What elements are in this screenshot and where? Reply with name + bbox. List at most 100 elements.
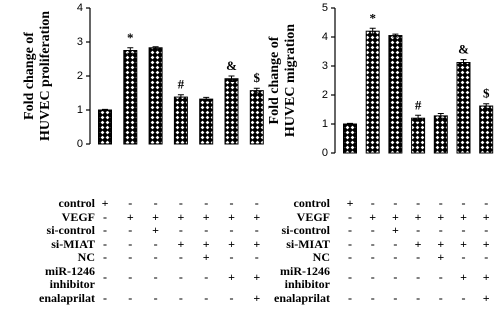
condition-sign: + xyxy=(177,210,184,224)
bar xyxy=(456,62,471,154)
condition-sign: - xyxy=(230,196,234,210)
condition-sign: - xyxy=(393,196,397,210)
condition-sign: + xyxy=(177,237,184,251)
condition-sign: - xyxy=(393,270,397,284)
condition-sign: - xyxy=(416,291,420,305)
condition-sign: - xyxy=(348,237,352,251)
error-bar xyxy=(253,87,260,94)
bar xyxy=(173,96,188,145)
bar xyxy=(365,30,380,154)
condition-sign: + xyxy=(483,291,490,305)
condition-sign: - xyxy=(204,196,208,210)
condition-label: control xyxy=(59,196,96,210)
y-tick-label: 4 xyxy=(77,2,83,14)
condition-sign: + xyxy=(483,270,490,284)
bar xyxy=(249,90,264,145)
condition-sign: + xyxy=(203,210,210,224)
condition-sign: + xyxy=(483,237,490,251)
condition-sign: - xyxy=(128,270,132,284)
condition-sign: + xyxy=(152,210,159,224)
condition-sign: - xyxy=(154,250,158,264)
y-tick-label: 2 xyxy=(77,70,83,82)
condition-sign: + xyxy=(437,250,444,264)
condition-sign: - xyxy=(371,291,375,305)
condition-sign: - xyxy=(439,223,443,237)
condition-sign: - xyxy=(103,223,107,237)
condition-label: enalaprilat xyxy=(39,291,95,305)
significance-mark: & xyxy=(226,58,237,73)
condition-sign: - xyxy=(255,250,259,264)
condition-label: enalaprilat xyxy=(274,291,330,305)
condition-sign: - xyxy=(103,210,107,224)
significance-mark: $ xyxy=(254,70,261,85)
bar xyxy=(411,117,426,154)
y-tick-label: 2 xyxy=(322,89,328,101)
y-tick-label: 5 xyxy=(322,2,328,14)
significance-mark: & xyxy=(458,42,469,57)
condition-label: VEGF xyxy=(297,210,330,224)
condition-sign: - xyxy=(179,250,183,264)
y-axis-label: Fold change of xyxy=(267,36,282,124)
error-bar xyxy=(347,122,353,126)
condition-sign: - xyxy=(416,270,420,284)
condition-sign: - xyxy=(128,223,132,237)
condition-sign: - xyxy=(204,270,208,284)
error-bar xyxy=(483,103,490,109)
condition-sign: - xyxy=(371,223,375,237)
significance-mark: * xyxy=(369,10,376,25)
condition-sign: + xyxy=(460,270,467,284)
condition-sign: - xyxy=(393,250,397,264)
condition-sign: + xyxy=(347,196,354,210)
condition-sign: - xyxy=(371,196,375,210)
condition-sign: - xyxy=(230,223,234,237)
error-bar xyxy=(460,59,467,66)
condition-sign: + xyxy=(228,270,235,284)
condition-sign: - xyxy=(154,270,158,284)
y-tick-label: 1 xyxy=(322,118,328,130)
bar xyxy=(433,115,448,154)
bar xyxy=(224,78,239,145)
condition-sign: - xyxy=(462,223,466,237)
condition-label: si-control xyxy=(282,223,331,237)
condition-label: NC xyxy=(313,250,330,264)
condition-sign: - xyxy=(103,250,107,264)
condition-sign: + xyxy=(203,250,210,264)
condition-sign: - xyxy=(255,196,259,210)
condition-sign: - xyxy=(348,250,352,264)
condition-sign: - xyxy=(230,250,234,264)
condition-sign: - xyxy=(128,237,132,251)
condition-label: control xyxy=(294,196,331,210)
condition-sign: - xyxy=(103,291,107,305)
condition-sign: + xyxy=(437,237,444,251)
condition-sign: - xyxy=(416,250,420,264)
condition-sign: + xyxy=(483,210,490,224)
y-tick-label: 3 xyxy=(322,60,328,72)
condition-sign: - xyxy=(128,196,132,210)
condition-sign: - xyxy=(348,270,352,284)
condition-label: inhibitor xyxy=(50,277,96,291)
condition-sign: + xyxy=(253,270,260,284)
condition-sign: + xyxy=(392,210,399,224)
condition-sign: - xyxy=(393,291,397,305)
condition-sign: - xyxy=(439,291,443,305)
bar xyxy=(199,98,214,145)
condition-sign: + xyxy=(102,196,109,210)
bar xyxy=(148,47,163,145)
condition-sign: - xyxy=(128,250,132,264)
error-bar xyxy=(127,47,134,54)
bar xyxy=(123,50,138,145)
error-bar xyxy=(152,46,159,50)
significance-mark: # xyxy=(178,77,185,92)
condition-sign: + xyxy=(460,237,467,251)
condition-sign: - xyxy=(462,250,466,264)
condition-sign: - xyxy=(179,223,183,237)
condition-sign: - xyxy=(179,291,183,305)
condition-sign: - xyxy=(439,270,443,284)
condition-sign: - xyxy=(462,196,466,210)
condition-sign: + xyxy=(127,210,134,224)
condition-sign: + xyxy=(369,210,376,224)
y-tick-label: 4 xyxy=(322,31,328,43)
condition-sign: - xyxy=(154,237,158,251)
condition-sign: - xyxy=(204,291,208,305)
